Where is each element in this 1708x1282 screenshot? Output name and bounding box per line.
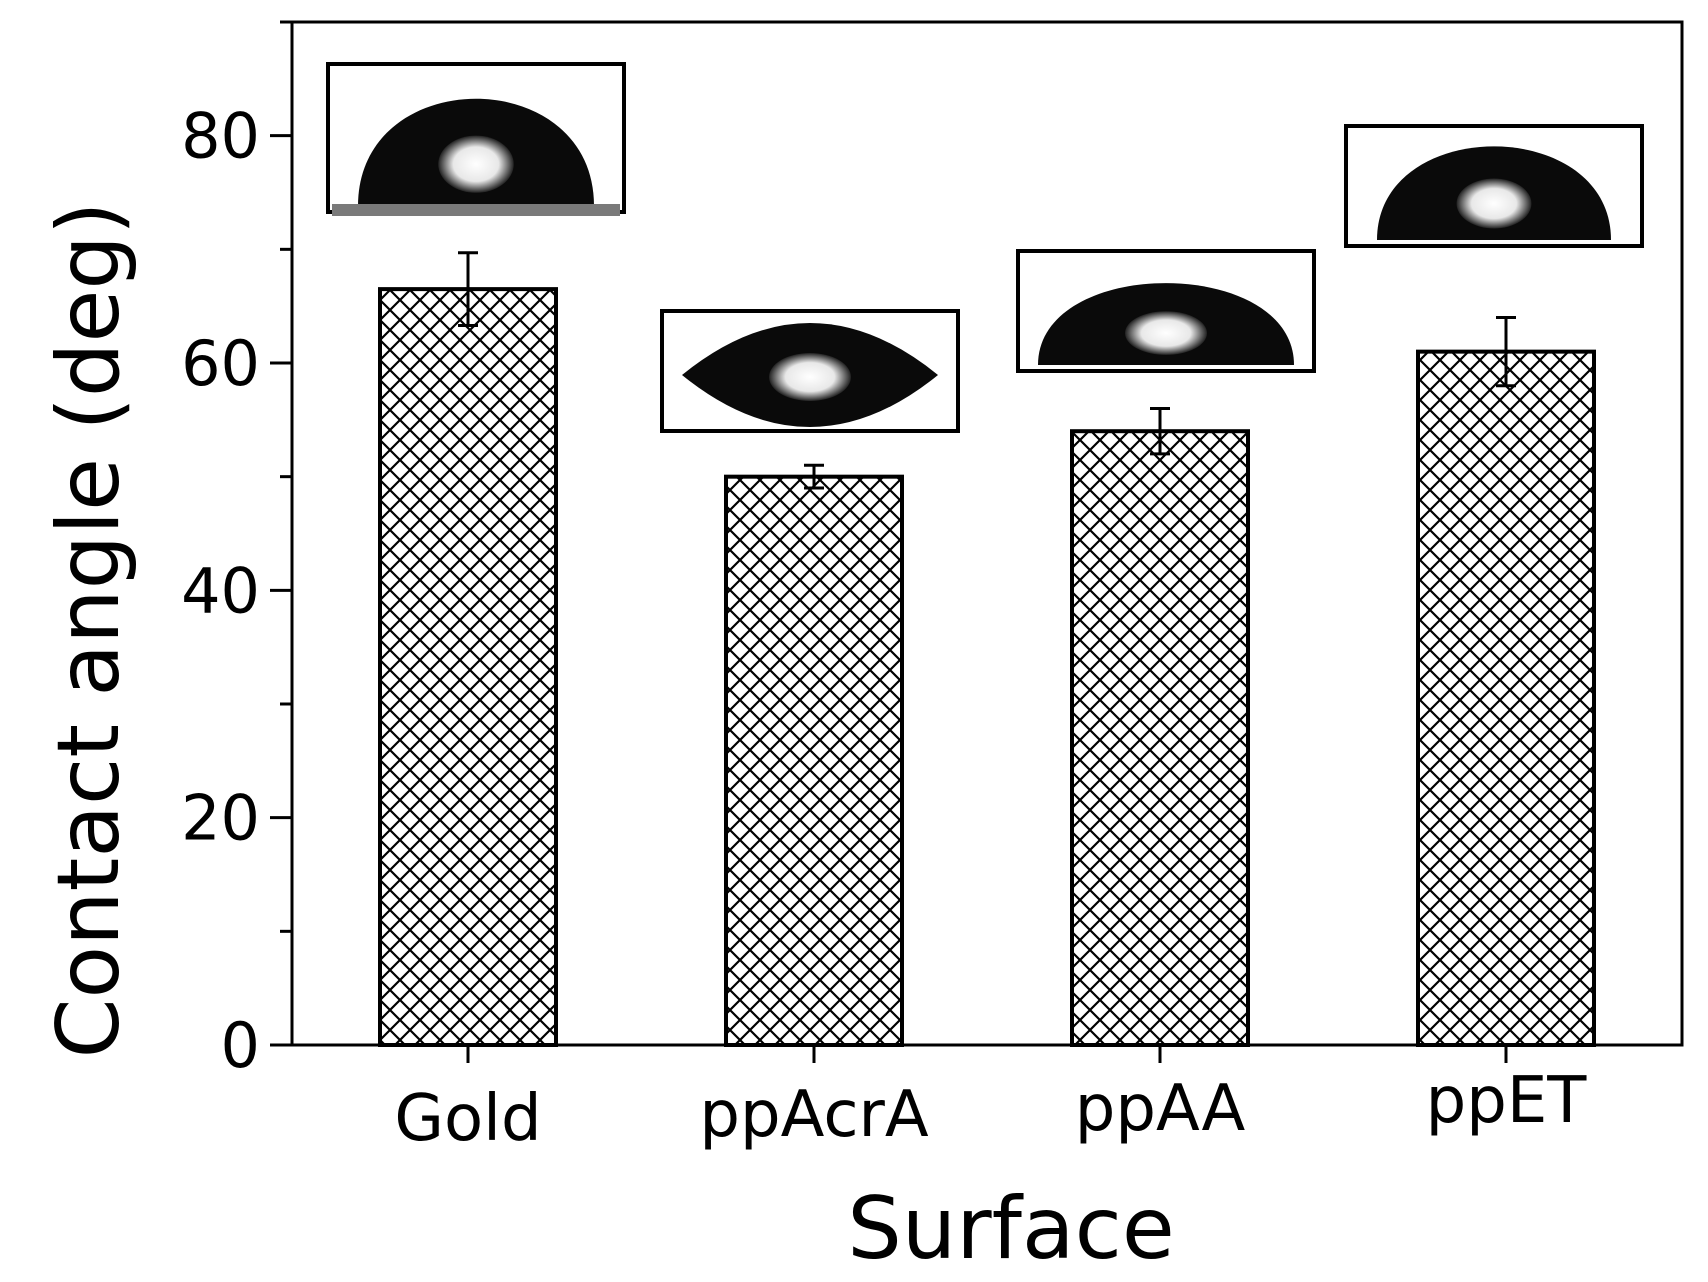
error-bar-gold xyxy=(458,251,478,327)
error-bar-ppaa xyxy=(1150,406,1170,456)
droplet-photo-ppacra xyxy=(660,309,960,433)
y-tick-label: 80 xyxy=(181,100,260,173)
x-tick-label: ppAA xyxy=(1075,1072,1246,1146)
y-tick-label: 0 xyxy=(221,1009,260,1082)
y-axis-title: Contact angle (deg) xyxy=(39,201,139,1058)
plot-frame xyxy=(290,20,1684,1047)
x-tick-label: Gold xyxy=(394,1082,541,1156)
y-tick-label: 20 xyxy=(181,782,260,855)
droplet-photo-ppaa xyxy=(1016,249,1316,373)
error-bar-ppacra xyxy=(804,463,824,490)
y-tick-label: 40 xyxy=(181,554,260,627)
y-axis-ticks: 0 20 40 60 80 xyxy=(181,20,292,1082)
x-tick-label: ppET xyxy=(1426,1064,1588,1138)
bar-ppacra xyxy=(724,474,904,1047)
error-bar-ppet xyxy=(1496,316,1516,388)
x-tick-label: ppAcrA xyxy=(699,1078,928,1152)
bar-ppaa xyxy=(1070,429,1250,1047)
bars xyxy=(378,287,1596,1048)
bar-ppet xyxy=(1416,349,1596,1047)
x-axis-ticks: Gold ppAcrA ppAA ppET xyxy=(394,1045,1587,1156)
x-axis-title: Surface xyxy=(847,1179,1175,1279)
error-bars xyxy=(458,251,1516,490)
droplet-photo-gold xyxy=(326,62,626,216)
bar-gold xyxy=(378,287,558,1048)
droplet-insets xyxy=(326,62,1644,433)
y-tick-label: 60 xyxy=(181,327,260,400)
droplet-photo-ppet xyxy=(1344,124,1644,248)
